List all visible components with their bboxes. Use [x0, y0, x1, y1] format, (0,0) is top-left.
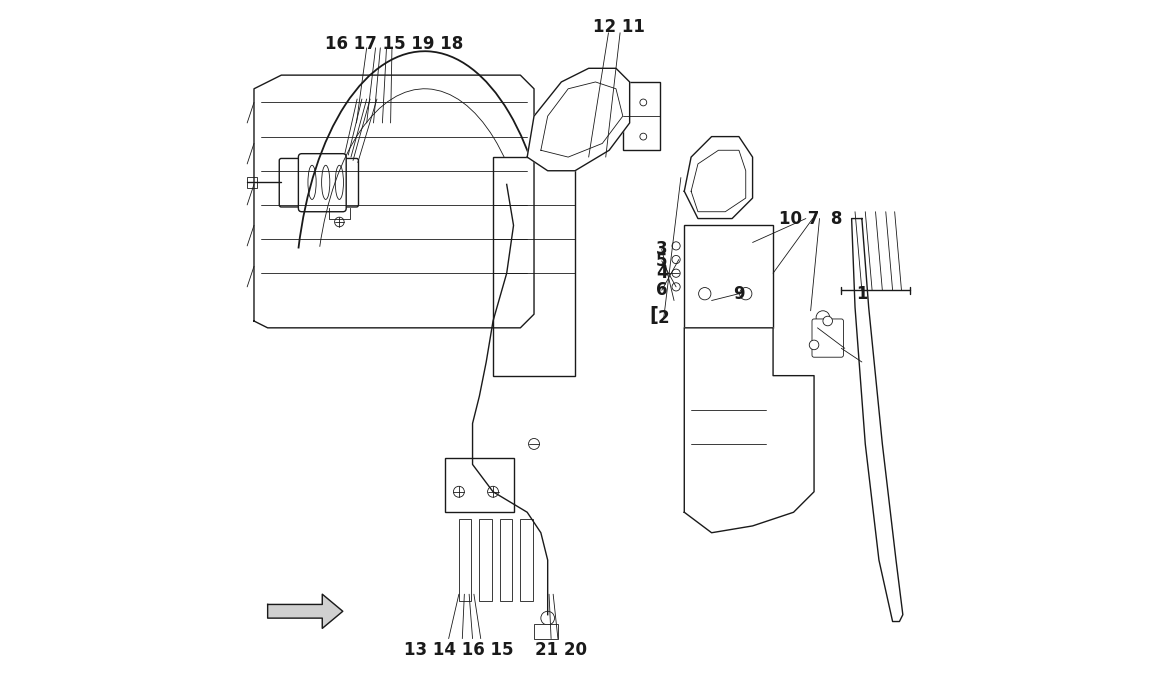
Text: 4: 4: [656, 264, 667, 282]
Circle shape: [639, 133, 646, 140]
Text: 9: 9: [733, 285, 745, 303]
Circle shape: [693, 357, 703, 367]
Circle shape: [721, 357, 730, 367]
Circle shape: [672, 255, 680, 264]
Circle shape: [816, 311, 830, 324]
FancyBboxPatch shape: [500, 519, 512, 601]
FancyBboxPatch shape: [493, 157, 575, 376]
Circle shape: [672, 269, 680, 277]
Text: 21 20: 21 20: [536, 641, 588, 659]
Circle shape: [823, 316, 833, 326]
FancyBboxPatch shape: [812, 319, 843, 357]
Text: 1: 1: [856, 285, 867, 303]
FancyBboxPatch shape: [534, 624, 558, 639]
Text: 3: 3: [656, 240, 667, 258]
Polygon shape: [852, 219, 903, 622]
Circle shape: [672, 242, 680, 250]
Ellipse shape: [322, 165, 330, 199]
FancyBboxPatch shape: [623, 82, 660, 150]
Text: 13 14 16 15: 13 14 16 15: [404, 641, 514, 659]
Polygon shape: [527, 68, 630, 171]
Circle shape: [693, 473, 703, 483]
Text: 2: 2: [658, 309, 669, 326]
Text: [: [: [650, 306, 659, 325]
Polygon shape: [268, 594, 343, 628]
Bar: [247, 177, 258, 188]
FancyBboxPatch shape: [459, 519, 471, 601]
Circle shape: [748, 473, 758, 483]
Polygon shape: [684, 328, 814, 533]
Circle shape: [488, 486, 498, 497]
FancyBboxPatch shape: [279, 158, 359, 207]
Circle shape: [739, 288, 752, 300]
Circle shape: [810, 340, 819, 350]
Polygon shape: [684, 137, 752, 219]
Circle shape: [698, 288, 711, 300]
Circle shape: [672, 283, 680, 291]
FancyBboxPatch shape: [520, 519, 532, 601]
Circle shape: [721, 473, 730, 483]
Circle shape: [335, 217, 344, 227]
FancyBboxPatch shape: [480, 519, 492, 601]
Circle shape: [639, 99, 646, 106]
Circle shape: [453, 486, 465, 497]
FancyBboxPatch shape: [445, 458, 514, 512]
Text: 12 11: 12 11: [593, 18, 645, 36]
Text: 5: 5: [656, 252, 667, 270]
FancyBboxPatch shape: [298, 154, 346, 212]
Text: 10 7  8: 10 7 8: [779, 210, 842, 227]
Ellipse shape: [336, 165, 344, 199]
Circle shape: [748, 357, 758, 367]
Circle shape: [529, 438, 539, 449]
Text: 16 17 15 19 18: 16 17 15 19 18: [325, 36, 463, 53]
FancyBboxPatch shape: [684, 225, 773, 328]
Ellipse shape: [308, 165, 316, 199]
Text: 6: 6: [656, 281, 667, 299]
Circle shape: [540, 611, 554, 625]
